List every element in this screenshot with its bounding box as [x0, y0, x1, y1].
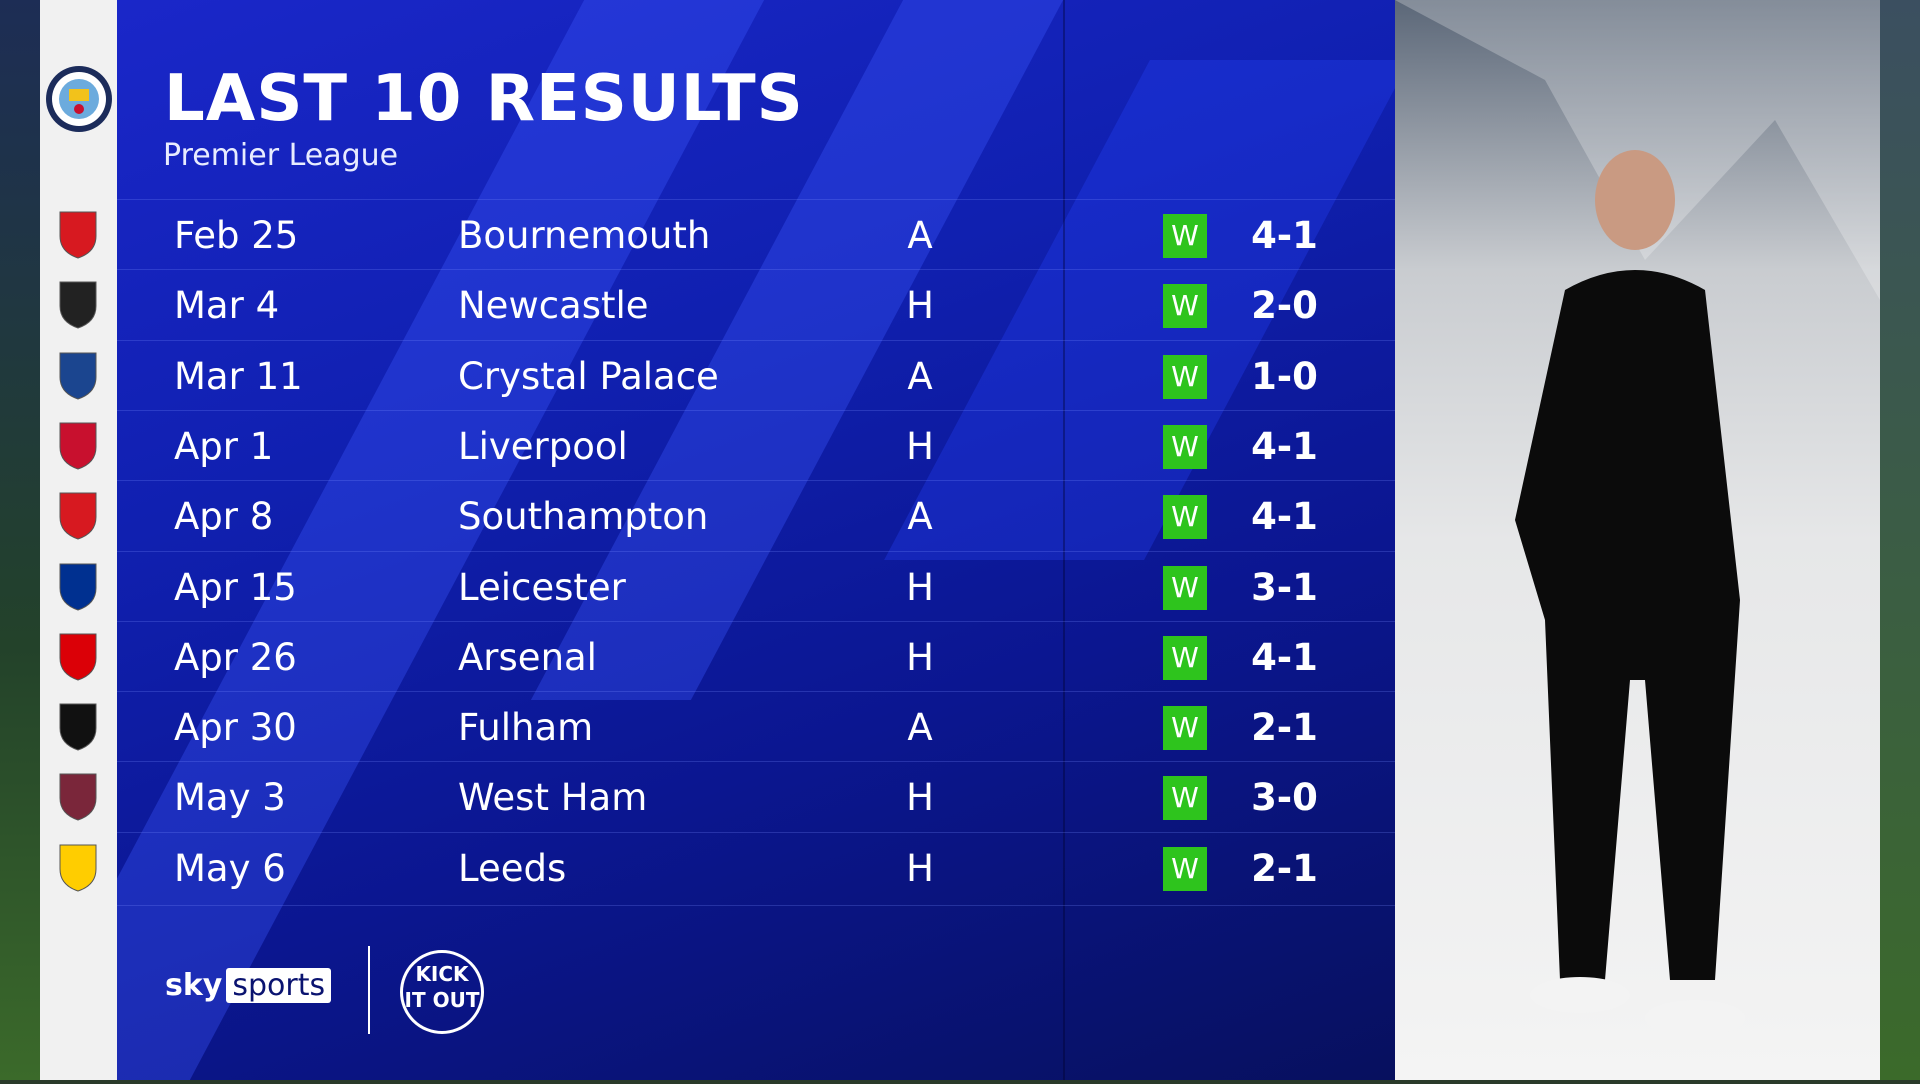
sky-sports-logo: sky sports [165, 968, 332, 1003]
stadium-background-left [0, 0, 40, 1080]
match-date: May 6 [174, 846, 286, 890]
result-badge: W [1163, 284, 1207, 329]
opponent-name: Fulham [458, 706, 594, 750]
fulham-crest [54, 700, 102, 752]
result-row: Apr 1 Liverpool H W 4-1 [117, 409, 1395, 480]
venue: H [906, 635, 934, 679]
result-row: Apr 30 Fulham A W 2-1 [117, 691, 1395, 761]
newcastle-crest [54, 278, 102, 330]
results-panel: LAST 10 RESULTS Premier League Feb 25 Bo… [117, 0, 1395, 1080]
match-date: Mar 11 [174, 354, 303, 398]
opponent-name: Leicester [458, 565, 626, 609]
arsenal-crest [54, 630, 102, 682]
score: 4-1 [1251, 214, 1318, 257]
result-row: May 3 West Ham H W 3-0 [117, 761, 1395, 831]
result-badge: W [1163, 424, 1207, 469]
venue: H [906, 284, 934, 328]
kick-it-out-logo: KICK IT OUT [400, 950, 484, 1034]
result-badge: W [1163, 214, 1207, 258]
result-row: Feb 25 Bournemouth A W 4-1 [117, 199, 1395, 269]
score: 4-1 [1251, 424, 1318, 468]
opponent-name: Bournemouth [458, 214, 711, 257]
venue: A [907, 495, 933, 539]
west-ham-crest [54, 770, 102, 822]
venue: A [907, 214, 933, 257]
sports-logo-text: sports [226, 968, 332, 1003]
venue: A [907, 706, 933, 750]
match-date: Apr 30 [174, 706, 297, 750]
stadium-background-right [1880, 0, 1920, 1080]
result-row: Apr 26 Arsenal H W 4-1 [117, 620, 1395, 691]
score: 3-1 [1251, 565, 1318, 609]
leeds-crest [54, 841, 102, 893]
score: 2-1 [1251, 846, 1318, 890]
score: 2-1 [1251, 706, 1318, 750]
opponent-name: Leeds [458, 846, 567, 890]
result-row: May 6 Leeds H W 2-1 [117, 831, 1395, 902]
liverpool-crest [54, 419, 102, 471]
result-badge: W [1163, 495, 1207, 540]
match-date: Feb 25 [174, 214, 299, 257]
result-row: Apr 8 Southampton A W 4-1 [117, 480, 1395, 550]
result-badge: W [1163, 706, 1207, 751]
opponent-name: Crystal Palace [458, 354, 719, 398]
match-date: Mar 4 [174, 284, 280, 328]
sky-logo-text: sky [165, 968, 223, 1003]
crystal-palace-crest [54, 349, 102, 401]
score: 4-1 [1251, 635, 1318, 679]
opponent-name: Southampton [458, 495, 709, 539]
opponent-name: Arsenal [458, 635, 597, 679]
opponent-name: Liverpool [458, 424, 628, 468]
column-divider [1063, 0, 1065, 1080]
match-date: Apr 26 [174, 635, 297, 679]
page-title: LAST 10 RESULTS [164, 62, 804, 136]
result-badge: W [1163, 846, 1207, 891]
manager-figure [1395, 0, 1880, 1036]
result-badge: W [1163, 776, 1207, 821]
score: 1-0 [1251, 354, 1318, 398]
venue: H [906, 424, 934, 468]
manchester-city-crest [46, 66, 112, 132]
crest-strip [40, 0, 117, 1080]
score: 3-0 [1251, 776, 1318, 820]
result-badge: W [1163, 565, 1207, 610]
opponent-name: West Ham [458, 776, 648, 820]
manager-photo [1395, 0, 1880, 1080]
southampton-crest [54, 489, 102, 541]
bournemouth-crest [54, 208, 102, 260]
leicester-crest [54, 560, 102, 612]
result-row: Apr 15 Leicester H W 3-1 [117, 550, 1395, 621]
match-date: Apr 8 [174, 495, 274, 539]
result-row: Mar 11 Crystal Palace A W 1-0 [117, 339, 1395, 410]
result-row: Mar 4 Newcastle H W 2-0 [117, 269, 1395, 339]
match-date: Apr 1 [174, 424, 274, 468]
venue: A [907, 354, 933, 398]
score: 2-0 [1251, 284, 1318, 328]
competition-subtitle: Premier League [163, 138, 399, 173]
venue: H [906, 565, 934, 609]
logo-divider [368, 946, 370, 1034]
match-date: May 3 [174, 776, 286, 820]
result-badge: W [1163, 354, 1207, 399]
venue: H [906, 776, 934, 820]
opponent-name: Newcastle [458, 284, 649, 328]
match-date: Apr 15 [174, 565, 297, 609]
venue: H [906, 846, 934, 890]
result-badge: W [1163, 635, 1207, 680]
score: 4-1 [1251, 495, 1318, 539]
